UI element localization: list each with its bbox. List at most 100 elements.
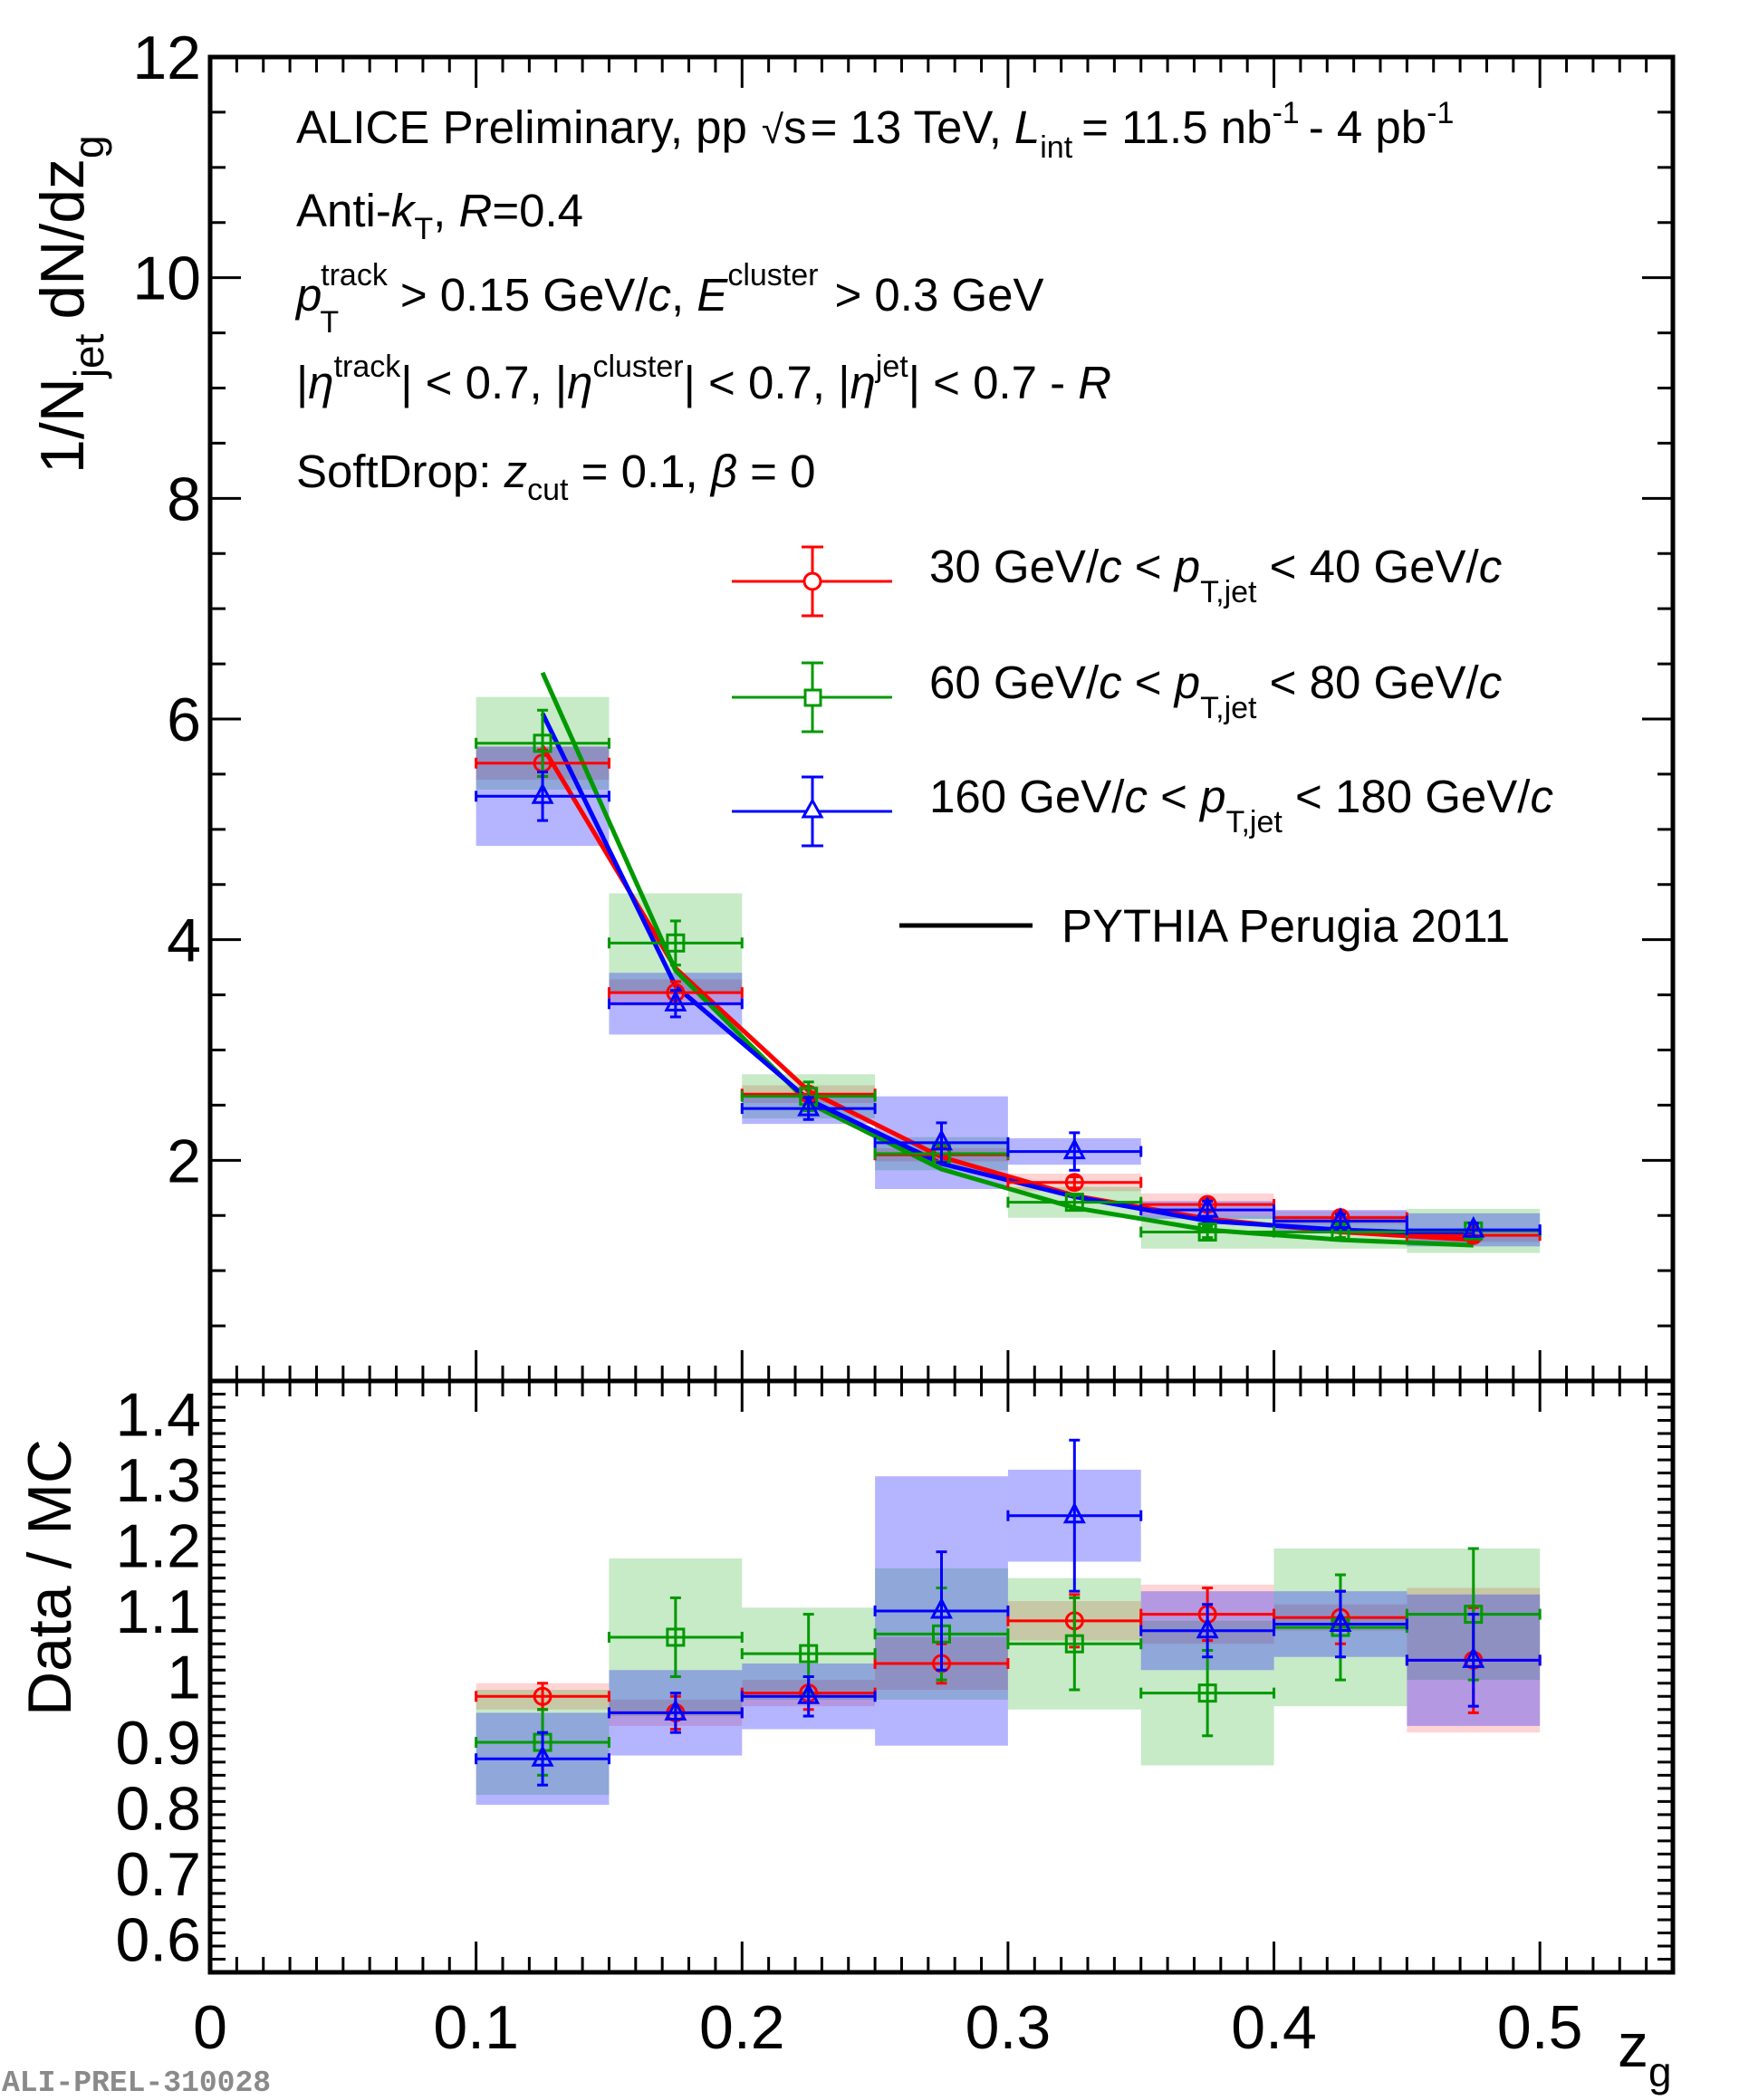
ratio-point-s2-b3-triangle-marker [930,1597,953,1619]
top-point-s2-b0 [475,770,610,822]
annotation-line3: p Ttrack > 0.15 GeV/c, Ecluster > 0.3 GeV [294,258,1044,340]
ratio-ytick-label-1.3: 1.3 [115,1446,201,1515]
top-point-s2-b2 [740,1094,877,1121]
ratio-ytick-label-0.7: 0.7 [115,1840,201,1909]
ratio-point-s1-b1 [607,1596,744,1678]
ratio-ytick-label-0.6: 0.6 [115,1906,201,1975]
xtick-label-0.2: 0.2 [699,1993,785,2062]
ratio-ytick-label-1: 1 [167,1644,201,1712]
annot-lumi2: - 4 pb [1309,101,1427,153]
top-point-s0-b4 [1006,1173,1143,1193]
top-point-s2-b1 [607,989,744,1019]
xtick-label-0: 0 [193,1993,227,2062]
top-ytick-label-8: 8 [167,465,201,533]
top-point-s2-b6-triangle-marker [1329,1207,1352,1229]
top-point-s2-b0-triangle-marker [531,782,554,804]
ratio-ytick-label-1.1: 1.1 [115,1577,201,1646]
top-ytick-label-2: 2 [167,1127,201,1195]
ylabel-g-sub: g [65,135,112,158]
ratio-point-s1-b2-square-marker [799,1644,819,1664]
ratio-point-s2-b0-triangle-marker [531,1744,554,1767]
x-tick-labels: 0 0.1 0.2 0.3 0.4 0.5 [193,1993,1582,2062]
top-point-s2-b1-triangle-marker [664,990,687,1012]
annot-energy: = 13 TeV, [811,101,1002,153]
ratio-point-s0-b0-circle-marker [533,1686,552,1706]
top-point-s2-b7-triangle-marker [1462,1215,1485,1238]
legend-label-60-80: 60 GeV/c < pT,jet < 80 GeV/c [929,657,1502,725]
legend-entry-pythia: PYTHIA Perugia 2011 [899,900,1510,952]
top-ytick-label-4: 4 [167,906,201,975]
ratio-point-s2-b6-triangle-marker [1329,1610,1352,1632]
top-y-axis-title: 1/Njet dN/dzg [28,135,112,474]
ratio-point-s2-b5 [1139,1603,1276,1659]
legend-marker-square [803,688,822,707]
ylabel-dn-dz: dN/dz [28,158,97,320]
xtick-label-0.5: 0.5 [1497,1993,1583,2062]
annot-exp2: -1 [1427,96,1454,130]
annot-L: L [1014,101,1040,153]
top-point-s1-b5-square-marker [1197,1223,1217,1242]
legend-entry-30-40: 30 GeV/c < pT,jet < 40 GeV/c [732,541,1502,618]
ratio-point-s2-b5-triangle-marker [1196,1616,1219,1639]
top-point-s2-b6 [1273,1207,1408,1230]
ratio-data-points [475,1438,1542,1787]
ratio-point-s2-b7 [1405,1613,1542,1708]
sqrt-symbol: √ [762,108,784,152]
ratio-y-tick-labels: 0.60.70.80.911.11.21.31.4 [115,1380,201,1974]
top-y-tick-labels: 2 4 6 8 10 12 [132,24,201,1195]
ratio-point-s2-b1-triangle-marker [664,1699,687,1721]
top-point-s2-b7 [1405,1215,1542,1238]
ratio-point-s2-b2 [740,1675,877,1718]
top-point-s2-b4-triangle-marker [1062,1137,1086,1160]
ratio-point-s2-b1 [607,1692,744,1734]
ratio-ytick-label-1.2: 1.2 [115,1511,201,1580]
ratio-point-s2-b6 [1273,1589,1408,1659]
legend-marker-triangle [801,797,824,819]
annotation-line5: SoftDrop: zcut = 0.1, β = 0 [296,446,815,507]
ratio-ytick-label-0.9: 0.9 [115,1709,201,1778]
top-point-s2-b3 [873,1121,1010,1165]
top-point-s1-b4 [1006,1193,1143,1213]
top-panel: 2 4 6 8 10 12 1/Njet dN/dzg ALICE Preliminary,… [28,24,1676,1384]
top-point-s1-b4-square-marker [1064,1193,1084,1213]
ylabel-1-over-n: 1/N [28,378,97,474]
legend-label-160-180: 160 GeV/c < pT,jet < 180 GeV/c [929,771,1553,839]
ratio-ytick-label-0.8: 0.8 [115,1775,201,1844]
top-data-points [475,708,1542,1245]
top-ytick-label-10: 10 [132,245,201,313]
ratio-point-s2-b2-triangle-marker [797,1683,821,1704]
top-point-s2-b5-triangle-marker [1196,1195,1219,1218]
annotation-line2: Anti-kT, R=0.4 [296,185,583,246]
ratio-panel: 0.60.70.80.911.11.21.31.4 0 0.1 0.2 0.3 0.4 0… [15,1378,1676,2095]
ratio-point-s1-b5-square-marker [1197,1683,1217,1703]
xtick-label-0.4: 0.4 [1231,1993,1317,2062]
ratio-point-s1-b4-square-marker [1064,1634,1084,1654]
annot-sqrt-s: s [783,101,807,153]
legend-marker-circle [802,571,822,591]
legend: 30 GeV/c < pT,jet < 40 GeV/c 60 GeV/c < … [732,541,1553,952]
xtick-label-0.1: 0.1 [433,1993,519,2062]
legend-label-30-40: 30 GeV/c < pT,jet < 40 GeV/c [929,541,1502,609]
top-point-s1-b1 [607,919,744,967]
top-point-s2-b3-triangle-marker [930,1128,953,1151]
ratio-point-s2-b4-triangle-marker [1062,1501,1086,1524]
top-ytick-label-12: 12 [132,24,201,92]
top-point-s1-b0-square-marker [533,734,552,753]
ratio-point-s2-b0 [475,1731,610,1787]
xtick-label-0.3: 0.3 [966,1993,1052,2062]
top-point-s2-b2-triangle-marker [797,1094,821,1117]
ratio-point-s2-b4 [1006,1438,1143,1593]
ratio-point-s0-b0 [475,1682,610,1712]
x-axis-title: zg [1618,2011,1672,2095]
legend-entry-160-180: 160 GeV/c < pT,jet < 180 GeV/c [732,771,1553,848]
annot-int: int [1040,130,1072,165]
ratio-point-s1-b1-square-marker [666,1627,686,1647]
top-ytick-label-6: 6 [167,686,201,754]
ratio-y-axis-title: Data / MC [15,1439,84,1716]
annotation-block: ALICE Preliminary, pp √s= 13 TeV, Lint = 11… [294,96,1454,507]
annot-exp1: -1 [1272,96,1299,130]
ratio-point-s2-b7-triangle-marker [1462,1646,1485,1668]
legend-label-pythia: PYTHIA Perugia 2011 [1062,900,1510,952]
svg-text:1/NjetdN/dzg: 1/Njet dN/dzg [28,135,112,474]
